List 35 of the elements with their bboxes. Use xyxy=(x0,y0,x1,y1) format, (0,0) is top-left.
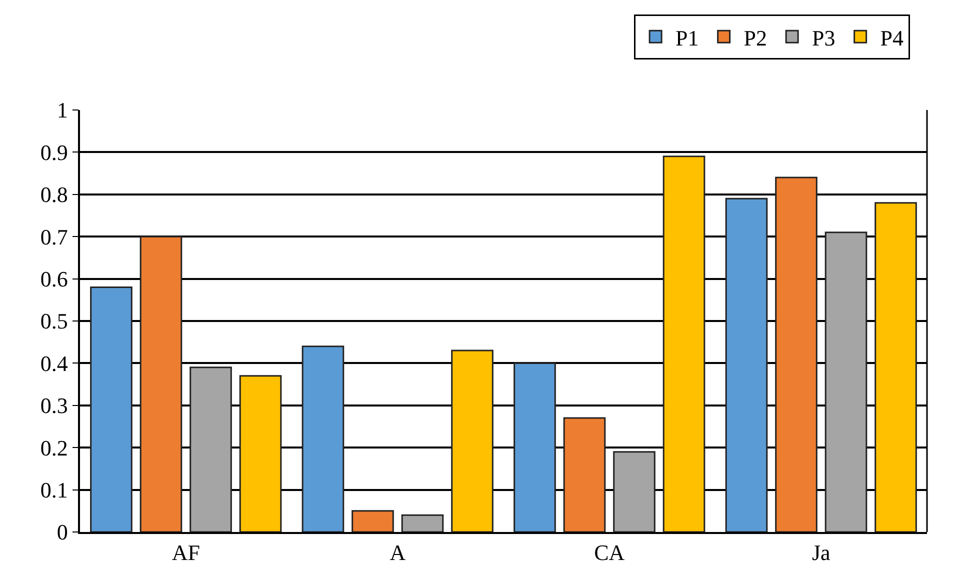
bar xyxy=(190,366,232,532)
x-tick-label: Ja xyxy=(812,540,831,566)
bar xyxy=(824,232,868,532)
bar xyxy=(662,156,706,532)
bar xyxy=(90,286,132,532)
bar xyxy=(140,236,182,532)
y-tick-label: 0.9 xyxy=(40,140,68,165)
y-tick-label: 0.5 xyxy=(40,308,68,334)
bar xyxy=(874,202,917,532)
x-tick-label: AF xyxy=(172,540,200,566)
bar xyxy=(613,451,656,532)
y-tick-label: 0.1 xyxy=(40,478,68,502)
bar xyxy=(352,510,394,532)
y-tick-label: 0.6 xyxy=(40,266,68,292)
x-tick-label: A xyxy=(390,540,406,566)
x-tick-label: CA xyxy=(594,540,625,566)
legend-label: P3 xyxy=(812,25,836,50)
y-tick-label: 0.7 xyxy=(40,224,68,250)
bar xyxy=(451,350,494,532)
y-tick-label: 0.2 xyxy=(40,435,68,460)
y-tick-label: 1 xyxy=(56,98,68,123)
legend-label: P4 xyxy=(880,25,904,50)
bar xyxy=(725,198,768,532)
bar xyxy=(514,362,556,532)
bar xyxy=(563,417,606,532)
y-tick-label: 0.8 xyxy=(40,182,68,208)
bar xyxy=(239,375,282,532)
legend-label: P2 xyxy=(744,25,768,50)
y-tick-label: 0.3 xyxy=(40,393,68,418)
bar xyxy=(775,176,818,532)
bar xyxy=(302,346,344,532)
legend-label: P1 xyxy=(676,25,699,50)
y-tick-label: 0 xyxy=(56,520,68,545)
bar xyxy=(401,514,444,532)
y-tick-label: 0.4 xyxy=(40,350,68,376)
